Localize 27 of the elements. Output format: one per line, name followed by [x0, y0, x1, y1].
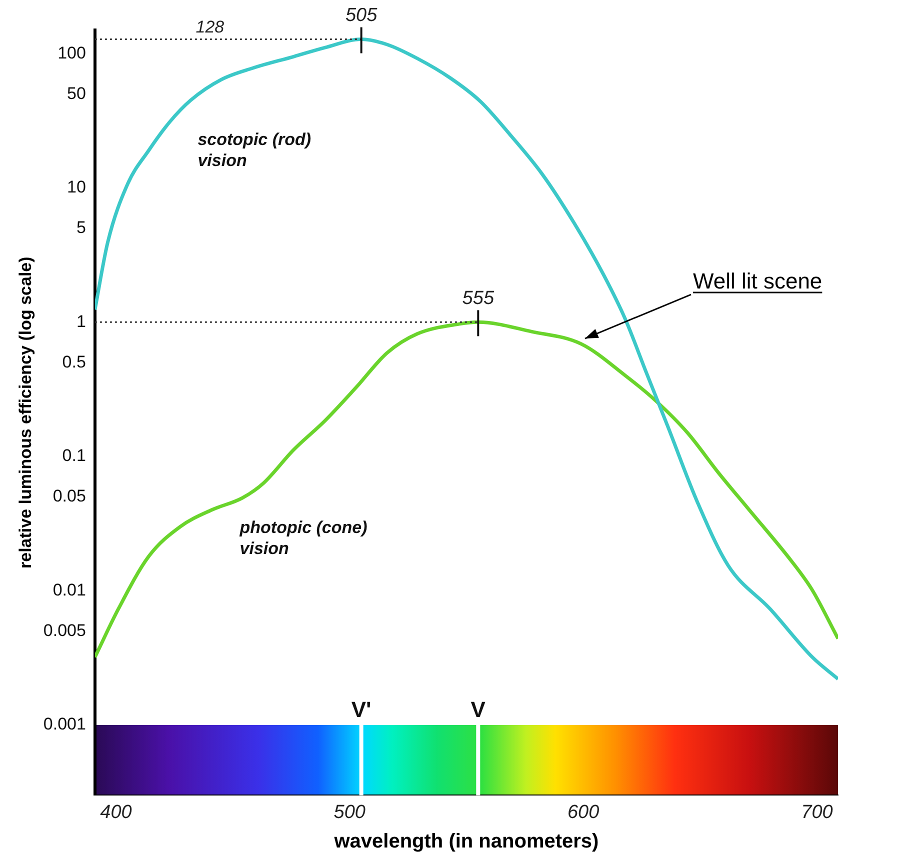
y-tick-label: 0.1 [62, 446, 86, 466]
ref-line-label: 128 [196, 17, 225, 36]
annotation: 555 [462, 288, 494, 309]
series-label: scotopic (rod) vision [198, 130, 312, 170]
y-tick-label: 0.005 [43, 620, 86, 640]
y-tick-label: 100 [58, 43, 86, 62]
y-tick-label: 0.01 [52, 580, 86, 600]
y-tick-label: 0.05 [52, 486, 86, 506]
y-tick-label: 0.001 [43, 714, 86, 734]
ref-line-label: V [470, 697, 486, 722]
y-tick-label: 0.5 [62, 352, 86, 372]
annotation: 505 [345, 5, 378, 26]
annotation: Well lit scene [692, 268, 822, 294]
ref-line-label: V' [351, 697, 372, 722]
x-tick-label: 400 [100, 802, 132, 823]
x-tick-label: 600 [567, 802, 600, 823]
y-axis-title: relative luminous efficiency (log scale) [16, 256, 35, 568]
x-tick-label: 700 [801, 802, 834, 823]
y-tick-label: 5 [76, 218, 86, 238]
y-tick-label: 50 [67, 84, 86, 103]
series-label: photopic (cone) vision [238, 518, 368, 558]
line-series [94, 320, 838, 659]
line-series [94, 38, 838, 681]
x-axis-title: wavelength (in nanometers) [333, 830, 599, 853]
y-tick-label: 1 [76, 312, 86, 331]
y-tick-label: 10 [67, 178, 86, 197]
x-tick-label: 500 [334, 802, 366, 823]
